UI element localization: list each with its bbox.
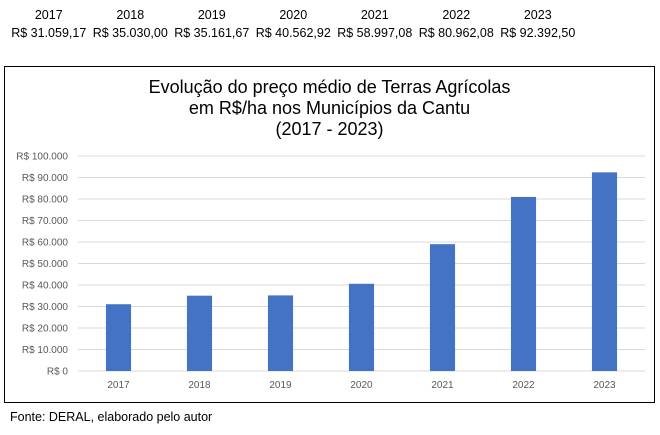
- y-tick-label: R$ 10.000: [22, 345, 69, 356]
- price-cell: R$ 80.962,08: [418, 26, 494, 40]
- price-cell: R$ 92.392,50: [500, 26, 576, 40]
- year-row: 2017 2018 2019 2020 2021 2022 2023: [8, 6, 579, 24]
- y-tick-label: R$ 100.000: [16, 152, 68, 163]
- x-tick-label: 2018: [188, 380, 211, 391]
- source-note: Fonte: DERAL, elaborado pelo autor: [10, 410, 213, 424]
- y-tick-label: R$ 20.000: [22, 324, 69, 335]
- y-tick-label: R$ 90.000: [22, 173, 69, 184]
- price-table: 2017 2018 2019 2020 2021 2022 2023 R$ 31…: [8, 6, 579, 42]
- x-tick-label: 2020: [350, 380, 373, 391]
- x-tick-label: 2023: [593, 380, 616, 391]
- bar: [348, 283, 375, 371]
- x-tick-label: 2021: [431, 380, 454, 391]
- year-cell: 2021: [360, 8, 389, 22]
- y-tick-label: R$ 50.000: [22, 259, 69, 270]
- chart-frame: Evolução do preço médio de Terras Agríco…: [4, 66, 655, 403]
- year-cell: 2019: [197, 8, 226, 22]
- price-cell: R$ 31.059,17: [11, 26, 87, 40]
- bar: [510, 196, 537, 371]
- year-cell: 2018: [116, 8, 145, 22]
- y-tick-label: R$ 30.000: [22, 302, 69, 313]
- bar-chart: R$ 0 R$ 10.000 R$ 20.000 R$ 30.000 R$ 40.000…: [16, 152, 645, 391]
- chart-title-line-1: Evolução do preço médio de Terras Agríco…: [148, 77, 511, 97]
- price-cell: R$ 35.161,67: [174, 26, 250, 40]
- price-row: R$ 31.059,17 R$ 35.030,00 R$ 35.161,67 R…: [8, 24, 579, 42]
- price-cell: R$ 40.562,92: [255, 26, 331, 40]
- year-cell: 2020: [279, 8, 308, 22]
- y-tick-label: R$ 40.000: [22, 281, 69, 292]
- price-cell: R$ 58.997,08: [337, 26, 413, 40]
- year-cell: 2022: [442, 8, 471, 22]
- year-cell: 2017: [34, 8, 63, 22]
- bar: [429, 244, 456, 371]
- bar: [591, 172, 618, 371]
- year-cell: 2023: [523, 8, 552, 22]
- bar: [267, 295, 294, 371]
- y-tick-label: R$ 80.000: [22, 195, 69, 206]
- bar: [105, 304, 132, 371]
- chart-title: Evolução do preço médio de Terras Agríco…: [5, 77, 654, 140]
- bar: [186, 295, 213, 371]
- y-tick-label: R$ 0: [47, 367, 69, 378]
- y-tick-label: R$ 70.000: [22, 216, 69, 227]
- y-tick-label: R$ 60.000: [22, 238, 69, 249]
- chart-title-line-3: (2017 - 2023): [275, 119, 384, 139]
- x-tick-label: 2022: [512, 380, 535, 391]
- x-tick-label: 2017: [107, 380, 130, 391]
- chart-title-line-2: em R$/ha nos Municípios da Cantu: [188, 98, 471, 118]
- price-cell: R$ 35.030,00: [92, 26, 168, 40]
- x-tick-label: 2019: [269, 380, 292, 391]
